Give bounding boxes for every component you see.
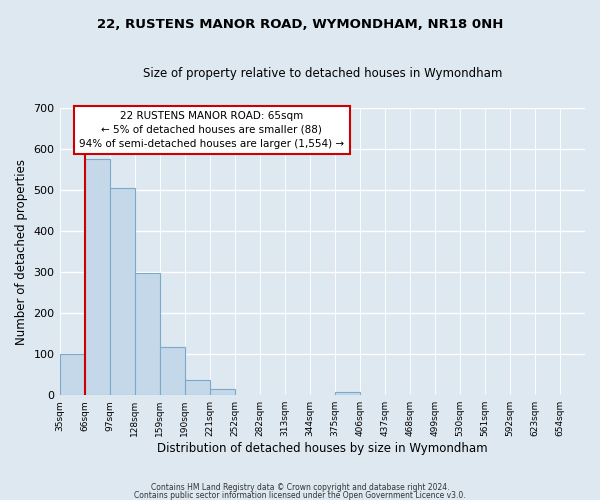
Bar xyxy=(110,188,134,395)
Bar xyxy=(335,392,360,395)
Text: Contains public sector information licensed under the Open Government Licence v3: Contains public sector information licen… xyxy=(134,490,466,500)
X-axis label: Distribution of detached houses by size in Wymondham: Distribution of detached houses by size … xyxy=(157,442,488,455)
Title: Size of property relative to detached houses in Wymondham: Size of property relative to detached ho… xyxy=(143,68,502,80)
Bar xyxy=(209,389,235,395)
Bar xyxy=(59,354,85,395)
Bar xyxy=(185,380,209,395)
Y-axis label: Number of detached properties: Number of detached properties xyxy=(15,158,28,344)
Bar xyxy=(160,347,185,395)
Bar xyxy=(85,160,110,395)
Text: 22 RUSTENS MANOR ROAD: 65sqm
← 5% of detached houses are smaller (88)
94% of sem: 22 RUSTENS MANOR ROAD: 65sqm ← 5% of det… xyxy=(79,111,344,149)
Text: Contains HM Land Registry data © Crown copyright and database right 2024.: Contains HM Land Registry data © Crown c… xyxy=(151,484,449,492)
Bar xyxy=(134,273,160,395)
Text: 22, RUSTENS MANOR ROAD, WYMONDHAM, NR18 0NH: 22, RUSTENS MANOR ROAD, WYMONDHAM, NR18 … xyxy=(97,18,503,30)
